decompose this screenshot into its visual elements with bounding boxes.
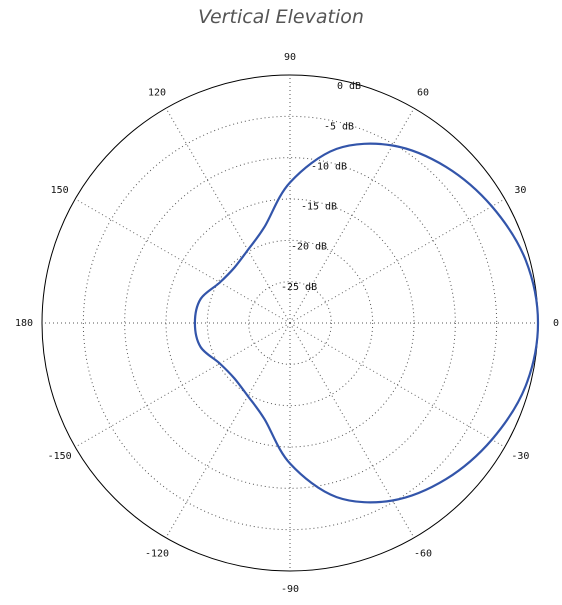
angle-tick-label: 60: [417, 88, 429, 99]
angle-tick-label: -30: [511, 451, 529, 462]
angle-tick-label: 180: [15, 318, 33, 329]
angle-tick-label: -120: [145, 548, 169, 559]
radial-tick-label: -10 dB: [311, 161, 347, 172]
grid-spoke: [289, 107, 415, 324]
radial-tick-label: 0 dB: [337, 81, 361, 92]
chart-title: Vertical Elevation: [198, 6, 364, 28]
series-line: [193, 142, 540, 504]
label-layer: 0 30 60 90 120 150 180 -150 -120 -90 -60 -30 0 dB -5 …: [15, 52, 559, 595]
radial-tick-label: -15 dB: [301, 202, 337, 213]
grid-circle: [124, 157, 456, 489]
angle-tick-label: -90: [281, 584, 299, 595]
series-layer: [193, 142, 540, 504]
grid-circle: [82, 115, 498, 531]
radial-tick-label: -25 dB: [281, 282, 317, 293]
grid-spoke: [289, 322, 415, 539]
grid-spoke: [74, 198, 291, 324]
grid-spoke: [74, 322, 291, 448]
angle-tick-label: -60: [414, 548, 432, 559]
radial-tick-label: -20 dB: [291, 242, 327, 253]
radial-tick-label: -5 dB: [324, 121, 354, 132]
angle-tick-label: 120: [148, 88, 166, 99]
grid-layer: [41, 74, 539, 572]
angle-tick-label: -150: [48, 451, 72, 462]
grid-spoke: [165, 322, 291, 539]
angle-tick-label: 90: [284, 52, 296, 63]
grid-spoke: [289, 198, 506, 324]
grid-circle: [206, 239, 374, 407]
grid-circle: [248, 281, 332, 365]
angle-tick-label: 0: [553, 318, 559, 329]
angle-tick-label: 150: [51, 185, 69, 196]
angle-tick-label: 30: [514, 185, 526, 196]
grid-spoke: [289, 322, 506, 448]
grid-spoke: [165, 107, 291, 324]
